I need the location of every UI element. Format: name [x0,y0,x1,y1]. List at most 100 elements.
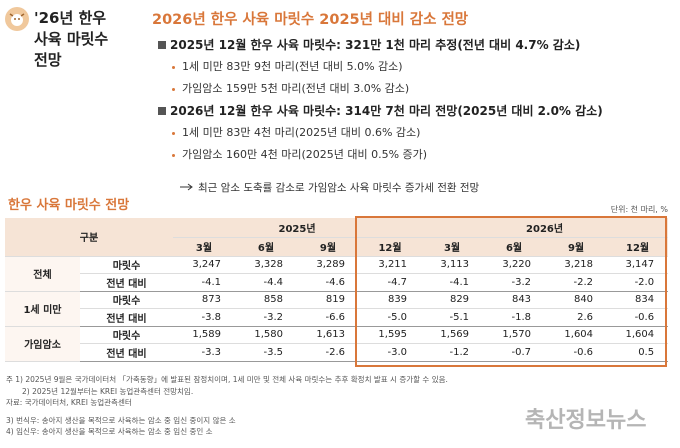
data-row: 전년 대비 -3.3 -3.5 -2.6 -3.0 -1.2 -0.7 -0.6 0.5 [5,343,669,362]
cell: 3,147 [607,256,669,274]
cell: -4.4 [235,273,297,292]
conclusion-text: 최근 암소 도축률 감소로 가임암소 사육 마릿수 증가세 전환 전망 [198,182,480,194]
data-row: 전체 마릿수 3,247 3,328 3,289 3,211 3,113 3,220 3,218… [5,256,669,292]
note: 주 1) 2025년 9월은 국가데이터처 「가축동향」에 발표된 잠정치이며,… [6,375,448,384]
cell: 843 [483,291,546,309]
cell: 1,569 [421,326,484,344]
cell: -4.1 [421,273,484,292]
cell: 1,595 [359,326,422,344]
group: 전체 [5,256,80,292]
cell: -3.2 [235,308,297,327]
row-label: 마릿수 [80,256,173,274]
sub-point: 1세 미만 83만 9천 마리(전년 대비 5.0% 감소) [156,56,603,78]
header-row: 3월 6월 9월 12월 3월 6월 9월 12월 [5,237,669,257]
sub-point: 1세 미만 83만 4천 마리(2025년 대비 0.6% 감소) [156,122,603,144]
header-row: 구분 2025년 2026년 [5,218,669,257]
cell: -4.1 [173,273,235,292]
data-row: 전년 대비 -3.8 -3.2 -6.6 -5.0 -5.1 -1.8 2.6 -0.6 [5,308,669,327]
conclusion: 최근 암소 도축률 감소로 가임암소 사육 마릿수 증가세 전환 전망 [180,180,479,195]
cell: 3,247 [173,256,235,274]
month: 12월 [607,237,669,257]
cell: -2.2 [545,273,608,292]
cell: -2.0 [607,273,669,292]
cell: -3.5 [235,343,297,362]
cell: 834 [607,291,669,309]
table: 구분 2025년 2026년 3월 6월 9월 12월 3월 6월 9월 12월 전체 마릿수 3,247… [5,218,669,362]
data-row: 가임암소 마릿수 1,589 1,580 1,613 1,595 1,569 1,570 1,6… [5,326,669,362]
note: 3) 번식우: 송아지 생산을 목적으로 사육하는 암소 중 임신 중이지 않은… [6,415,236,425]
cell: 3,220 [483,256,546,274]
point: 2025년 12월 한우 사육 마릿수: 321만 1천 마리 추정(전년 대비… [156,34,603,56]
cell: 3,113 [421,256,484,274]
month: 12월 [359,237,422,257]
cell: 0.5 [607,343,669,362]
month: 6월 [483,237,546,257]
notes: 주 1) 2025년 9월은 국가데이터처 「가축동향」에 발표된 잠정치이며,… [6,374,448,438]
cell: 3,328 [235,256,297,274]
points: 2025년 12월 한우 사육 마릿수: 321만 1천 마리 추정(전년 대비… [156,34,603,166]
row-label: 마릿수 [80,326,173,344]
note: 자료: 국가데이터처, KREI 농업관측센터 [6,398,132,407]
cell: -0.6 [545,343,608,362]
cell: 3,218 [545,256,608,274]
cell: 1,570 [483,326,546,344]
data-row: 전년 대비 -4.1 -4.4 -4.6 -4.7 -4.1 -3.2 -2.2 -2.0 [5,273,669,292]
cell: 819 [297,291,359,309]
group: 가임암소 [5,326,80,362]
cell: 1,604 [607,326,669,344]
note: 4) 임신우: 송아지 생산을 목적으로 사육하는 암소 중 임신 중인 소 [6,427,213,436]
month: 9월 [545,237,608,257]
cell: -3.8 [173,308,235,327]
month: 3월 [173,237,235,257]
cell: -4.7 [359,273,422,292]
highlight-box [355,216,667,367]
title-line: 사육 마릿수 [34,30,109,48]
cell: 3,211 [359,256,422,274]
cell: 1,580 [235,326,297,344]
month: 6월 [235,237,297,257]
cow-icon [5,7,29,31]
cell: -3.0 [359,343,422,362]
heading: 2026년 한우 사육 마릿수 2025년 대비 감소 전망 [152,12,469,28]
row-label: 전년 대비 [80,308,173,327]
cell: -1.8 [483,308,546,327]
sub-point: 가임암소 159만 5천 마리(전년 대비 3.0% 감소) [156,78,603,100]
cell: 829 [421,291,484,309]
note: 2) 2025년 12월부터는 KREI 농업관측센터 전망치임. [22,386,194,396]
table-title: 한우 사육 마릿수 전망 [8,198,130,213]
cell: 840 [545,291,608,309]
cell: 2.6 [545,308,608,327]
cell: -4.6 [297,273,359,292]
year: 2026년 [421,218,669,238]
unit: 단위: 천 마리, % [610,205,668,214]
cell: -3.3 [173,343,235,362]
month: 9월 [297,237,359,257]
title-line: 전망 [34,51,62,69]
point: 2026년 12월 한우 사육 마릿수: 314만 7천 마리 전망(2025년… [156,100,603,122]
cell: 858 [235,291,297,309]
data-row: 1세 미만 마릿수 873 858 819 839 829 843 840 834 [5,291,669,327]
arrow [180,183,193,191]
group: 1세 미만 [5,291,80,327]
cell: -0.7 [483,343,546,362]
cell: 1,589 [173,326,235,344]
cell: -6.6 [297,308,359,327]
cell: -1.2 [421,343,484,362]
cell: -0.6 [607,308,669,327]
year: 2025년 [173,218,422,238]
cell: 3,289 [297,256,359,274]
cell: -5.1 [421,308,484,327]
cell: 839 [359,291,422,309]
title-line: '26년 한우 [34,9,107,27]
cell: -2.6 [297,343,359,362]
row-label: 전년 대비 [80,273,173,292]
cell: 1,613 [297,326,359,344]
cell: 873 [173,291,235,309]
row-label: 마릿수 [80,291,173,309]
sub-point: 가임암소 160만 4천 마리(2025년 대비 0.5% 증가) [156,144,603,166]
cell: 1,604 [545,326,608,344]
corner: 구분 [5,218,173,257]
